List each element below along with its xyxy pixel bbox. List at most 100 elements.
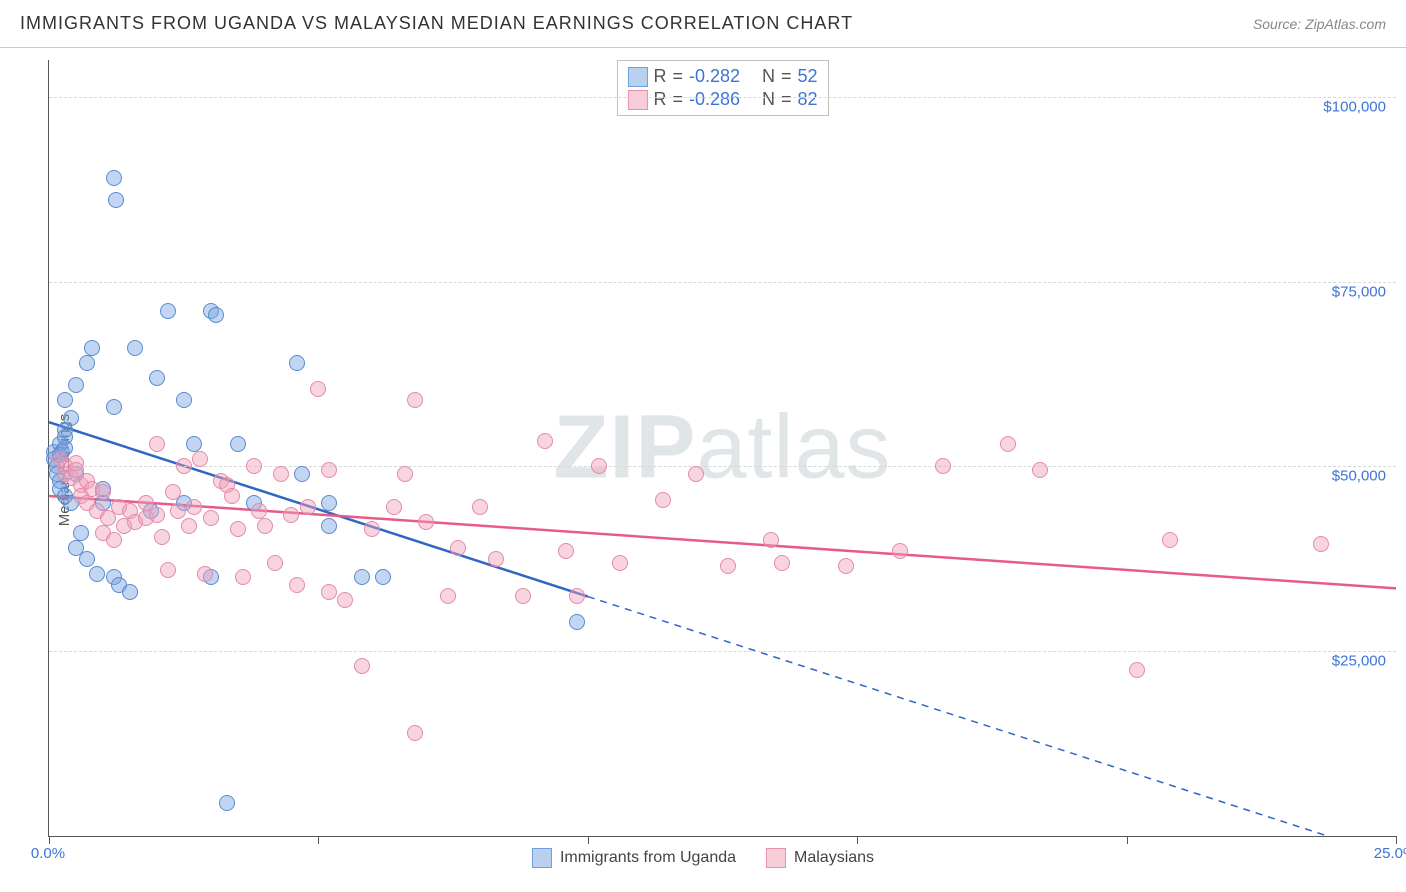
data-point-malaysians [720, 558, 736, 574]
plot-wrap: Median Earnings ZIPatlas R = -0.282 N = … [0, 48, 1406, 892]
legend-swatch-uganda [532, 848, 552, 868]
x-tick [318, 836, 319, 844]
data-point-malaysians [364, 521, 380, 537]
watermark: ZIPatlas [553, 397, 891, 500]
watermark-rest: atlas [696, 398, 891, 498]
data-point-malaysians [106, 532, 122, 548]
x-tick [857, 836, 858, 844]
data-point-malaysians [176, 458, 192, 474]
data-point-malaysians [440, 588, 456, 604]
data-point-malaysians [407, 725, 423, 741]
eq: = [781, 89, 792, 110]
chart-title: IMMIGRANTS FROM UGANDA VS MALAYSIAN MEDI… [20, 13, 853, 34]
data-point-malaysians [300, 499, 316, 515]
data-point-uganda [294, 466, 310, 482]
eq: = [672, 66, 683, 87]
data-point-malaysians [763, 532, 779, 548]
trend-dashed-uganda [588, 597, 1396, 836]
stat-row-malaysians: R = -0.286 N = 82 [627, 88, 817, 111]
source-prefix: Source: [1253, 16, 1305, 32]
data-point-malaysians [337, 592, 353, 608]
data-point-uganda [79, 355, 95, 371]
data-point-malaysians [95, 484, 111, 500]
legend-item-malaysians: Malaysians [766, 848, 874, 868]
x-tick [1127, 836, 1128, 844]
data-point-malaysians [192, 451, 208, 467]
data-point-malaysians [386, 499, 402, 515]
data-point-malaysians [1000, 436, 1016, 452]
data-point-uganda [375, 569, 391, 585]
data-point-uganda [321, 518, 337, 534]
data-point-malaysians [203, 510, 219, 526]
r-label: R [653, 89, 666, 110]
data-point-malaysians [612, 555, 628, 571]
x-tick [49, 836, 50, 844]
data-point-malaysians [397, 466, 413, 482]
data-point-malaysians [235, 569, 251, 585]
data-point-malaysians [774, 555, 790, 571]
data-point-malaysians [591, 458, 607, 474]
gridline-h [49, 97, 1396, 98]
n-label: N [762, 66, 775, 87]
data-point-malaysians [160, 562, 176, 578]
data-point-malaysians [230, 521, 246, 537]
stat-row-uganda: R = -0.282 N = 52 [627, 65, 817, 88]
source-name: ZipAtlas.com [1305, 16, 1386, 32]
data-point-uganda [230, 436, 246, 452]
series-legend: Immigrants from Uganda Malaysians [532, 848, 874, 868]
data-point-malaysians [450, 540, 466, 556]
gridline-h [49, 282, 1396, 283]
data-point-uganda [149, 370, 165, 386]
data-point-uganda [321, 495, 337, 511]
data-point-uganda [84, 340, 100, 356]
data-point-malaysians [892, 543, 908, 559]
data-point-uganda [63, 410, 79, 426]
data-point-malaysians [688, 466, 704, 482]
legend-label-uganda: Immigrants from Uganda [560, 849, 736, 867]
swatch-uganda [627, 67, 647, 87]
gridline-h [49, 651, 1396, 652]
data-point-malaysians [1313, 536, 1329, 552]
data-point-malaysians [197, 566, 213, 582]
data-point-malaysians [310, 381, 326, 397]
watermark-bold: ZIP [553, 398, 696, 498]
data-point-uganda [289, 355, 305, 371]
n-value-malaysians: 82 [798, 89, 818, 110]
data-point-malaysians [154, 529, 170, 545]
data-point-malaysians [257, 518, 273, 534]
data-point-malaysians [273, 466, 289, 482]
x-tick-label: 0.0% [31, 845, 65, 862]
data-point-malaysians [515, 588, 531, 604]
data-point-malaysians [354, 658, 370, 674]
x-tick [1396, 836, 1397, 844]
data-point-uganda [569, 614, 585, 630]
data-point-malaysians [655, 492, 671, 508]
data-point-malaysians [321, 584, 337, 600]
n-label: N [762, 89, 775, 110]
data-point-malaysians [488, 551, 504, 567]
data-point-malaysians [472, 499, 488, 515]
data-point-malaysians [283, 507, 299, 523]
swatch-malaysians [627, 90, 647, 110]
stat-legend: R = -0.282 N = 52 R = -0.286 N = 82 [616, 60, 828, 116]
data-point-malaysians [558, 543, 574, 559]
eq: = [672, 89, 683, 110]
data-point-malaysians [1162, 532, 1178, 548]
legend-label-malaysians: Malaysians [794, 849, 874, 867]
data-point-malaysians [165, 484, 181, 500]
data-point-uganda [68, 377, 84, 393]
data-point-uganda [160, 303, 176, 319]
data-point-malaysians [181, 518, 197, 534]
plot-area: ZIPatlas R = -0.282 N = 52 R = [48, 60, 1396, 837]
x-tick [588, 836, 589, 844]
data-point-uganda [79, 551, 95, 567]
x-tick-label: 25.0% [1374, 845, 1406, 862]
n-value-uganda: 52 [798, 66, 818, 87]
data-point-malaysians [289, 577, 305, 593]
data-point-uganda [127, 340, 143, 356]
legend-swatch-malaysians [766, 848, 786, 868]
data-point-malaysians [224, 488, 240, 504]
data-point-malaysians [170, 503, 186, 519]
data-point-uganda [219, 795, 235, 811]
legend-item-uganda: Immigrants from Uganda [532, 848, 736, 868]
